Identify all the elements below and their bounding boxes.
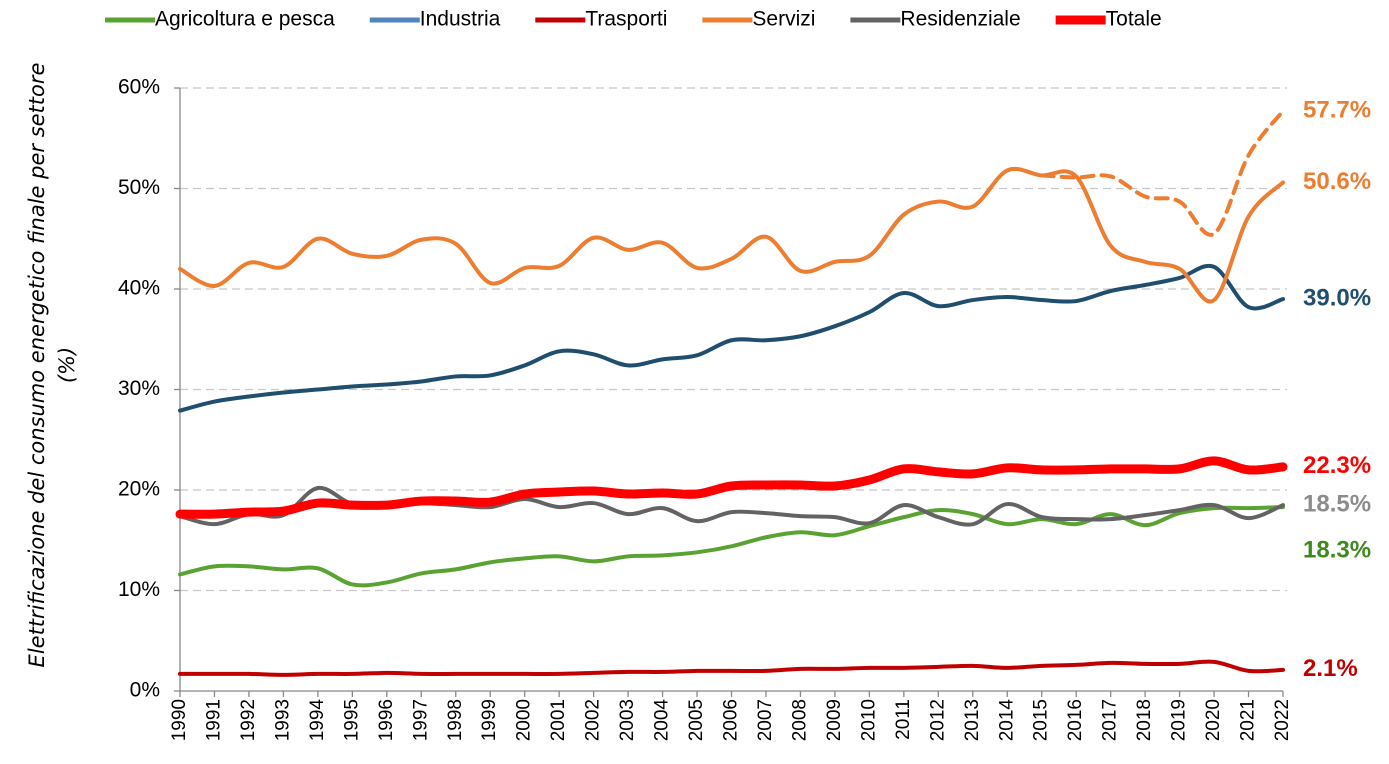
x-tick-label: 2017	[1100, 699, 1121, 741]
value-label: 18.3%	[1303, 536, 1371, 563]
x-tick-label: 2013	[962, 699, 983, 741]
legend-label: Residenziale	[900, 8, 1020, 31]
legend-label: Trasporti	[585, 8, 667, 31]
y-tick-label: 50%	[118, 176, 160, 199]
value-label: 22.3%	[1303, 452, 1371, 479]
x-tick-label: 1999	[479, 699, 500, 741]
x-tick-label: 2006	[721, 699, 742, 741]
series-line	[178, 505, 1285, 588]
x-tick-label: 2016	[1065, 699, 1086, 741]
x-tick-label: 2014	[996, 699, 1017, 742]
x-tick-label: 1995	[341, 699, 362, 741]
y-tick-label: 10%	[118, 578, 160, 601]
x-tick-label: 1991	[203, 699, 224, 741]
series-line	[175, 456, 1288, 519]
x-tick-label: 1996	[376, 699, 397, 741]
x-tick-label: 2020	[1203, 699, 1224, 741]
x-tick-label: 2012	[927, 699, 948, 741]
x-tick-label: 2015	[1031, 699, 1052, 741]
x-tick-label: 2004	[652, 699, 673, 742]
value-label: 18.5%	[1303, 490, 1371, 517]
series-line	[178, 263, 1285, 413]
x-tick-label: 2005	[686, 699, 707, 741]
value-label: 2.1%	[1303, 655, 1358, 682]
legend-label: Industria	[420, 8, 501, 31]
x-tick-label: 1994	[307, 699, 328, 742]
series-line	[178, 166, 1285, 304]
dashed-line	[1039, 109, 1285, 237]
y-tick-label: 0%	[130, 679, 160, 702]
x-tick-label: 2011	[893, 699, 914, 740]
x-tick-label: 1992	[238, 699, 259, 741]
y-tick-label: 60%	[118, 76, 160, 99]
x-tick-label: 2007	[755, 699, 776, 741]
legend-label: Servizi	[752, 8, 815, 31]
x-tick-label: 2019	[1169, 699, 1190, 741]
x-tick-label: 2018	[1134, 699, 1155, 741]
legend-label: Agricoltura e pesca	[155, 8, 335, 31]
y-tick-label: 40%	[118, 277, 160, 300]
x-tick-label: 1993	[272, 699, 293, 741]
value-label: 50.6%	[1303, 168, 1371, 195]
x-tick-label: 2003	[617, 699, 638, 741]
x-tick-label: 2008	[789, 699, 810, 741]
x-tick-label: 2009	[824, 699, 845, 741]
x-tick-label: 1998	[445, 699, 466, 741]
value-label: 57.7%	[1303, 96, 1371, 123]
x-tick-label: 2001	[548, 699, 569, 741]
series-line	[178, 659, 1285, 677]
x-tick-label: 1997	[410, 699, 431, 741]
y-tick-label: 20%	[118, 478, 160, 501]
x-tick-label: 2022	[1272, 699, 1293, 741]
legend-label: Totale	[1106, 8, 1162, 31]
y-tick-label: 30%	[118, 377, 160, 400]
x-tick-label: 2010	[858, 699, 879, 741]
x-tick-label: 2000	[514, 699, 535, 741]
x-tick-label: 2002	[583, 699, 604, 741]
value-label: 39.0%	[1303, 284, 1371, 311]
x-tick-label: 2021	[1238, 699, 1259, 741]
x-tick-label: 1990	[169, 699, 190, 741]
